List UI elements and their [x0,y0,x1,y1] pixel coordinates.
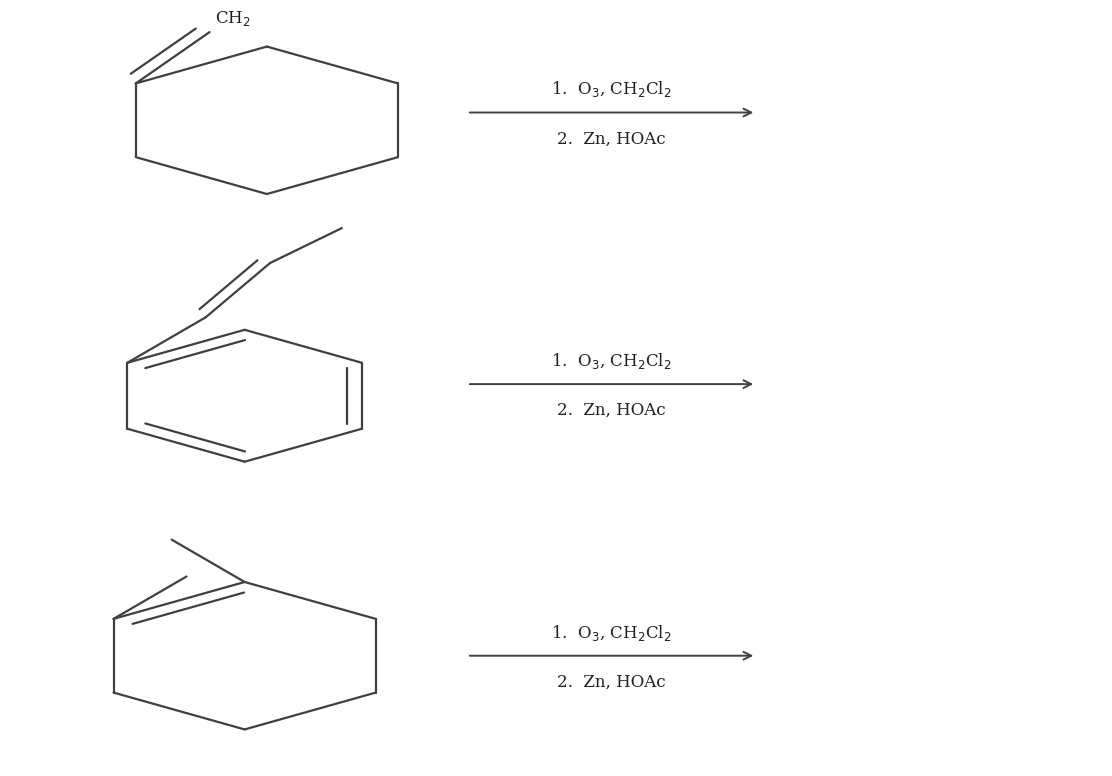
Text: 2.  Zn, HOAc: 2. Zn, HOAc [557,402,666,419]
Text: 1.  O$_3$, CH$_2$Cl$_2$: 1. O$_3$, CH$_2$Cl$_2$ [552,622,672,643]
Text: 1.  O$_3$, CH$_2$Cl$_2$: 1. O$_3$, CH$_2$Cl$_2$ [552,79,672,99]
Text: 2.  Zn, HOAc: 2. Zn, HOAc [557,130,666,147]
Text: 1.  O$_3$, CH$_2$Cl$_2$: 1. O$_3$, CH$_2$Cl$_2$ [552,351,672,371]
Text: CH$_2$: CH$_2$ [215,9,251,28]
Text: 2.  Zn, HOAc: 2. Zn, HOAc [557,674,666,691]
